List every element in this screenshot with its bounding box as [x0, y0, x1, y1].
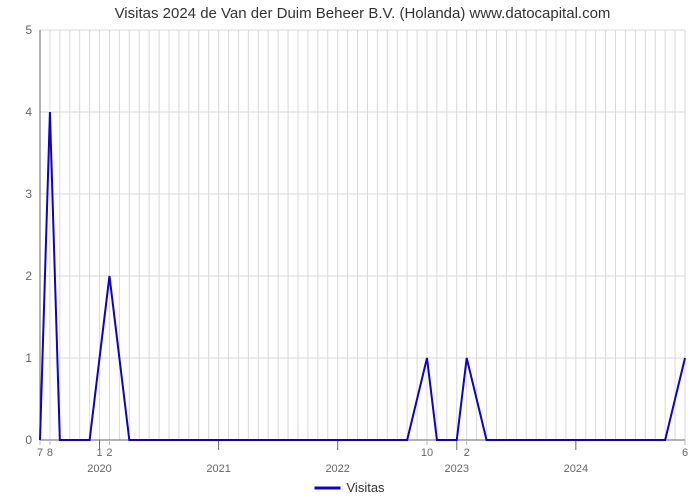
x-minor-label: 2	[106, 447, 112, 459]
chart-title: Visitas 2024 de Van der Duim Beheer B.V.…	[115, 5, 611, 22]
y-tick-label: 3	[25, 187, 32, 201]
x-minor-label: 8	[47, 447, 53, 459]
y-tick-label: 2	[25, 269, 32, 283]
y-tick-label: 4	[25, 105, 32, 119]
x-year-label: 2022	[325, 463, 349, 475]
y-tick-label: 5	[25, 23, 32, 37]
x-minor-label: 2	[464, 447, 470, 459]
x-year-label: 2024	[564, 463, 588, 475]
visits-chart: Visitas 2024 de Van der Duim Beheer B.V.…	[0, 0, 700, 500]
x-minor-label: 10	[421, 447, 433, 459]
x-year-label: 2023	[445, 463, 469, 475]
x-minor-label: 7	[37, 447, 43, 459]
x-year-label: 2020	[87, 463, 111, 475]
y-tick-label: 1	[25, 351, 32, 365]
chart-svg: Visitas 2024 de Van der Duim Beheer B.V.…	[0, 0, 700, 500]
x-minor-label: 6	[682, 447, 688, 459]
x-year-label: 2021	[206, 463, 230, 475]
y-tick-label: 0	[25, 433, 32, 447]
legend-label: Visitas	[347, 480, 386, 495]
